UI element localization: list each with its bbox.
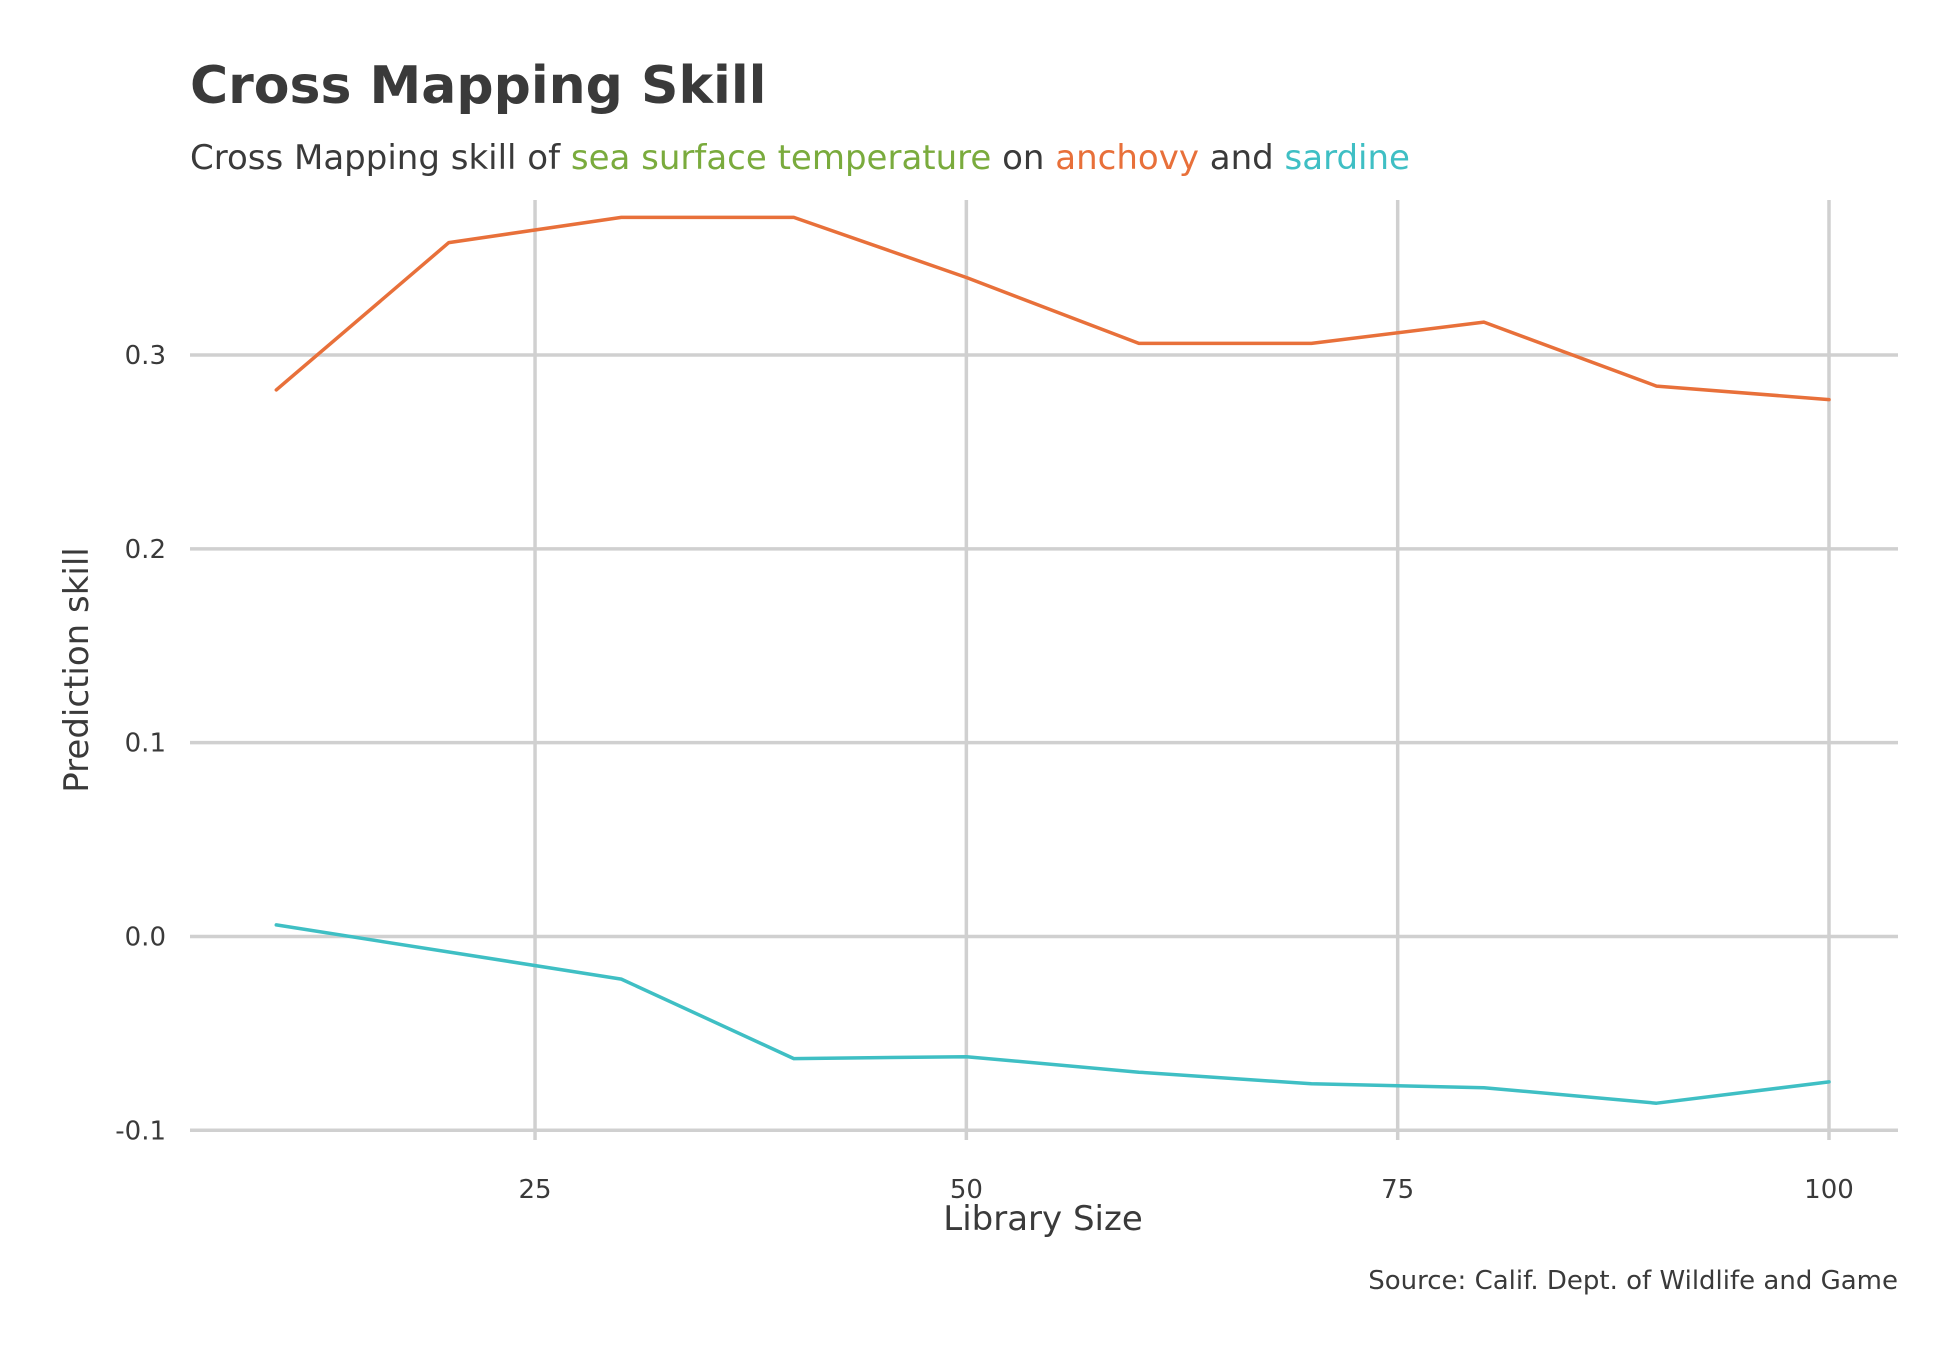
x-tick-label: 75 (1381, 1175, 1414, 1205)
subtitle-prefix: Cross Mapping skill of (190, 138, 571, 178)
y-axis-title: Prediction skill (57, 547, 97, 792)
y-tick-label: 0.1 (125, 729, 166, 759)
subtitle-anchovy: anchovy (1055, 138, 1199, 178)
y-tick-label: 0.0 (125, 922, 166, 952)
y-tick-label: 0.3 (125, 341, 166, 371)
chart-subtitle: Cross Mapping skill of sea surface tempe… (190, 138, 1410, 178)
subtitle-variable: sea surface temperature (571, 138, 991, 178)
x-tick-label: 100 (1804, 1175, 1854, 1205)
y-axis-tick-labels: -0.1 0.0 0.1 0.2 0.3 (115, 341, 166, 1146)
x-tick-label: 25 (519, 1175, 552, 1205)
series (274, 215, 1831, 1105)
x-axis-title: Library Size (943, 1199, 1142, 1239)
y-tick-label: -0.1 (115, 1116, 166, 1146)
chart-title: Cross Mapping Skill (190, 56, 767, 116)
chart-caption: Source: Calif. Dept. of Wildlife and Gam… (1368, 1266, 1898, 1296)
subtitle-on: on (991, 138, 1055, 178)
subtitle-sardine: sardine (1285, 138, 1410, 178)
y-tick-label: 0.2 (125, 535, 166, 565)
series-line-sardine (274, 923, 1831, 1105)
grid (190, 200, 1898, 1140)
x-tick-label: 50 (950, 1175, 983, 1205)
subtitle-and: and (1199, 138, 1285, 178)
x-axis-tick-labels: 25 50 75 100 (519, 1175, 1854, 1205)
series-line-anchovy (274, 215, 1831, 402)
